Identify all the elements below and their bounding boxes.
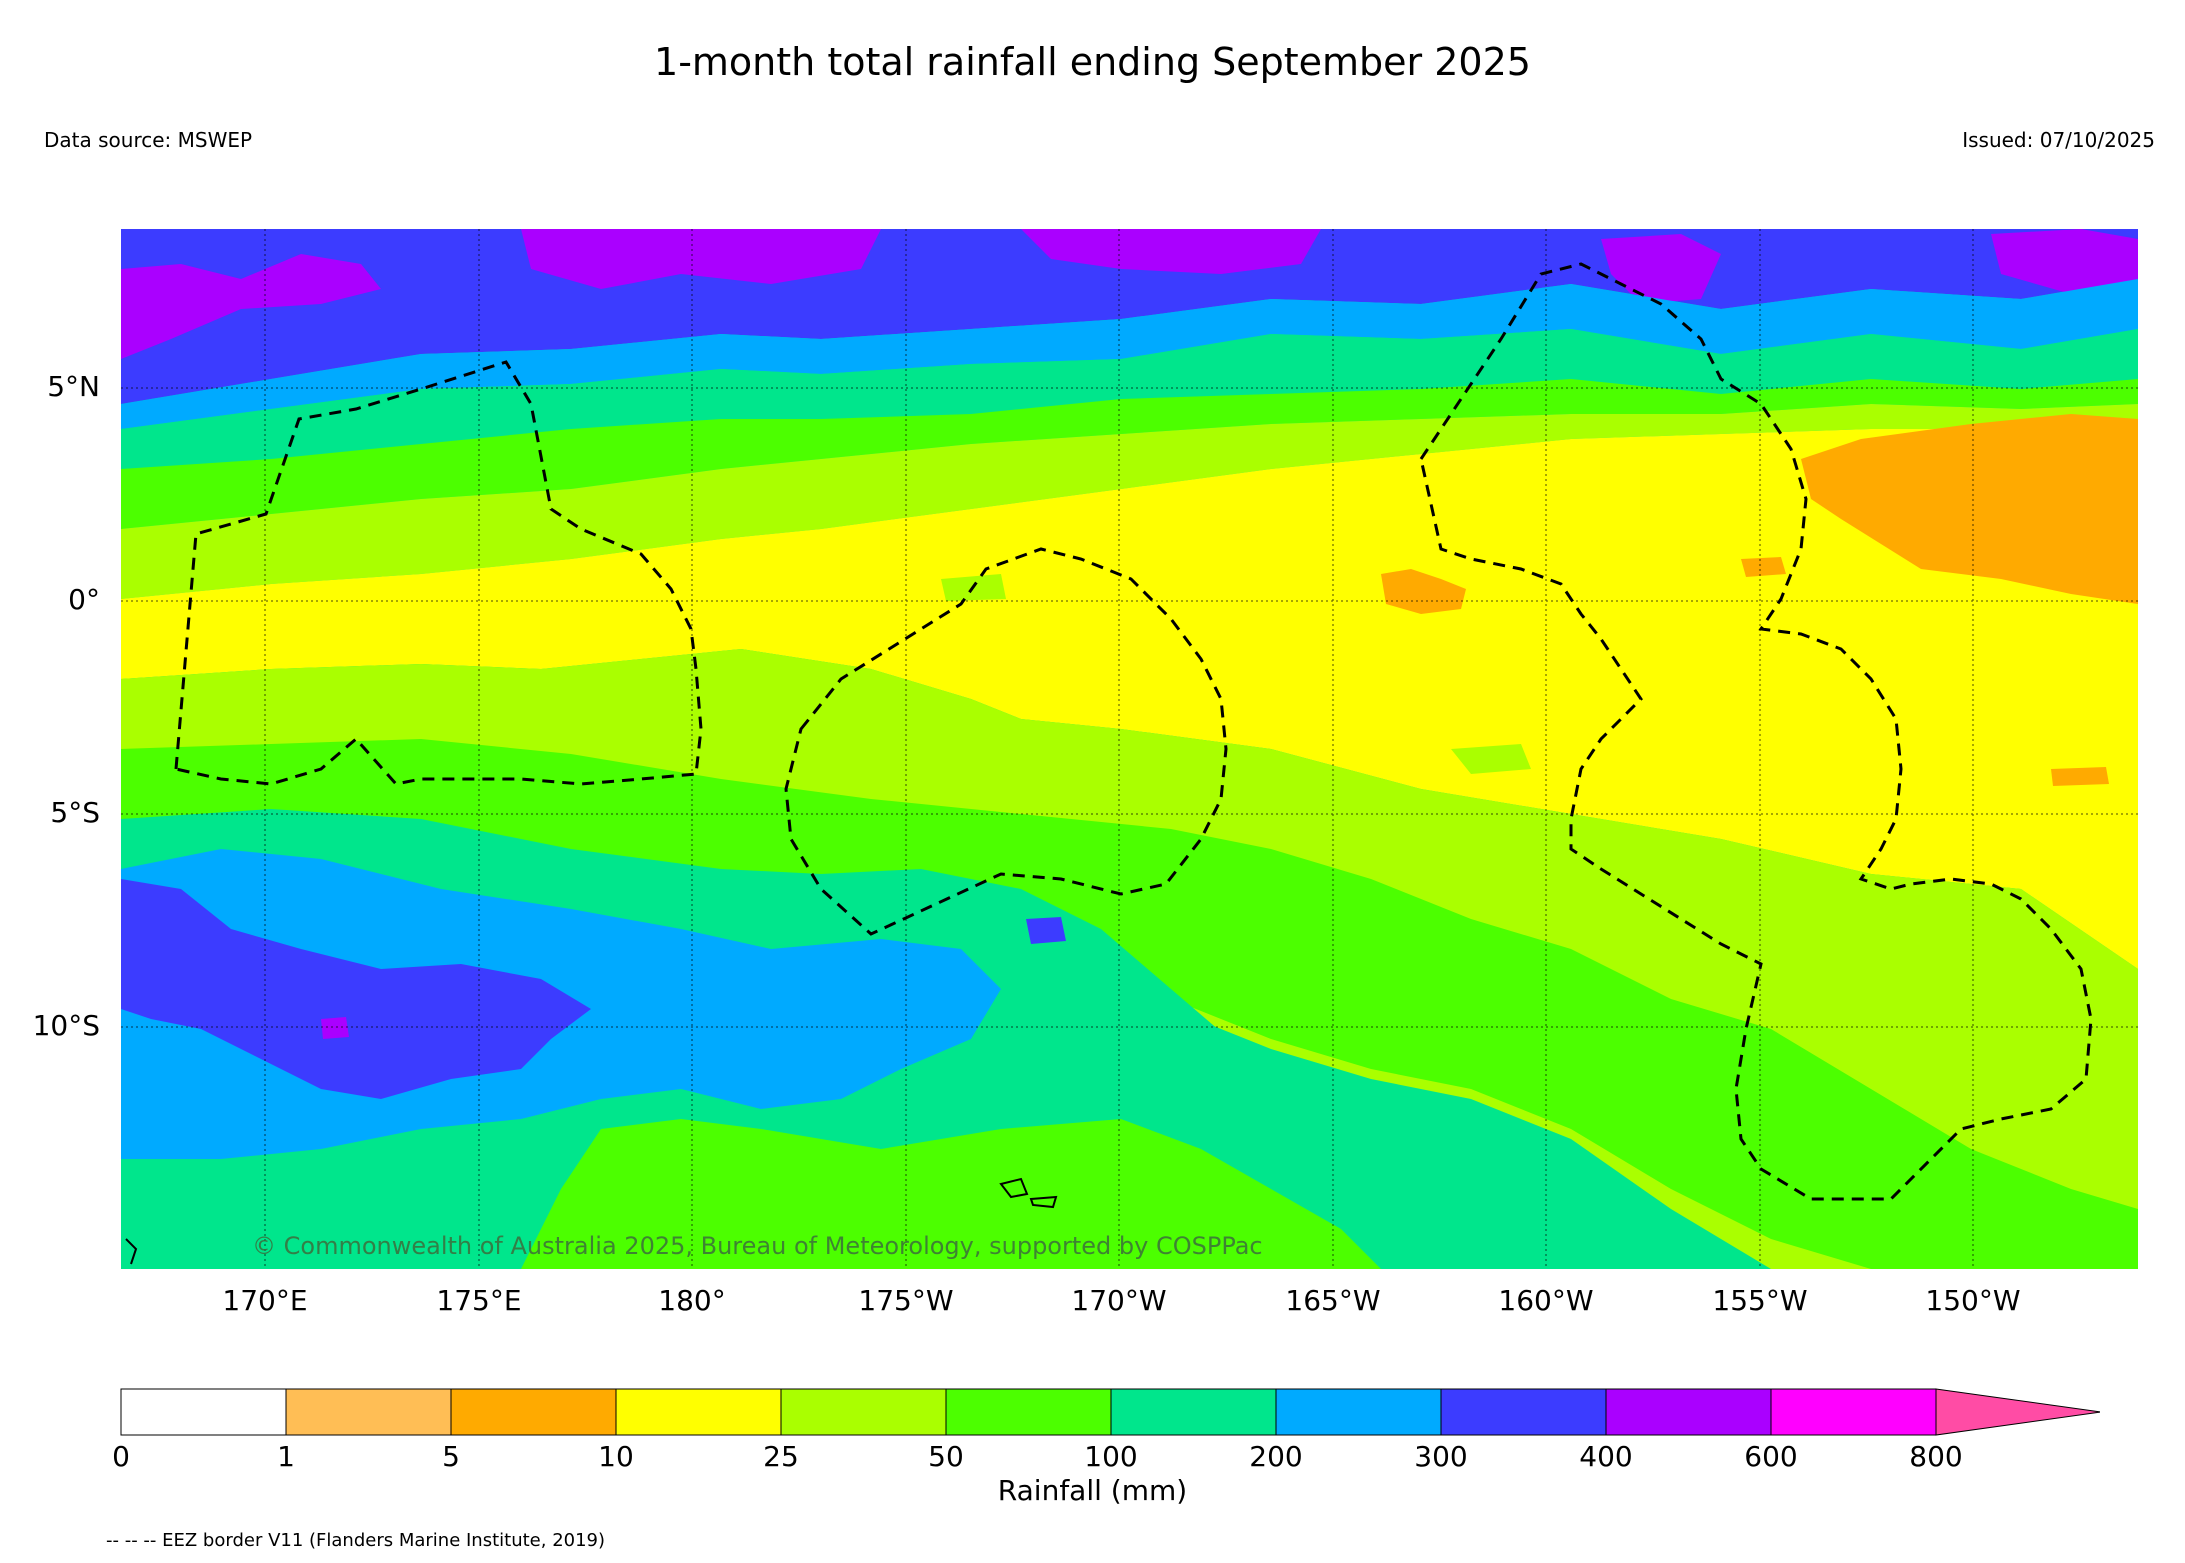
zone-purple-north-4: [1601, 234, 1721, 304]
colorbar-tick-label: 100: [1084, 1440, 1138, 1473]
colorbar-tick-label: 200: [1249, 1440, 1303, 1473]
colorbar-segment: [1275, 1388, 1442, 1436]
zone-yellow-central: [121, 419, 2138, 969]
lon-label-170e: 170°E: [222, 1284, 308, 1317]
lon-label-150w: 150°W: [1925, 1284, 2021, 1317]
gridlines: [121, 229, 2138, 1269]
zone-green-north: [121, 379, 2138, 529]
zone-lime-spot-1: [1451, 744, 1531, 774]
lon-label-165w: 165°W: [1285, 1284, 1381, 1317]
lat-label-10s: 10°S: [32, 1009, 100, 1042]
lon-label-155w: 155°W: [1712, 1284, 1808, 1317]
eez-border-kiribati-east: [1419, 262, 2093, 1201]
colorbar: [120, 1388, 2102, 1442]
colorbar-tick-label: 25: [763, 1440, 799, 1473]
colorbar-segment: [450, 1388, 617, 1436]
colorbar-svg: [120, 1388, 2102, 1436]
lon-label-160w: 160°W: [1498, 1284, 1594, 1317]
zone-orange-spot-2: [1741, 557, 1786, 577]
zone-purple-north: [121, 254, 381, 359]
island-samoa: [999, 1177, 1029, 1199]
eez-border-tokelau: [784, 547, 1228, 936]
eez-borders: [174, 262, 2093, 1201]
colorbar-tick-label: 300: [1414, 1440, 1468, 1473]
lon-label-175e: 175°E: [436, 1284, 522, 1317]
colorbar-tick-label: 5: [442, 1440, 460, 1473]
rainfall-map-svg: [121, 229, 2138, 1269]
colorbar-tick-label: 800: [1909, 1440, 1963, 1473]
island-samoa-2: [1029, 1195, 1058, 1209]
colorbar-segment: [1110, 1388, 1277, 1436]
rainfall-map[interactable]: [121, 229, 2138, 1269]
colorbar-segment: [945, 1388, 1112, 1436]
colorbar-tick-label: 600: [1744, 1440, 1798, 1473]
lat-label-5n: 5°N: [47, 370, 100, 403]
map-title: 1-month total rainfall ending September …: [654, 40, 1531, 84]
colorbar-tick-label: 50: [928, 1440, 964, 1473]
colorbar-tick-label: 0: [112, 1440, 130, 1473]
colorbar-tick-label: 400: [1579, 1440, 1633, 1473]
colorbar-title: Rainfall (mm): [997, 1474, 1188, 1507]
zone-teal-north: [121, 329, 2138, 469]
zone-orange-spot-3: [2051, 767, 2109, 786]
zone-orange-spot-1: [1381, 569, 1466, 614]
zone-orange-east: [1801, 414, 2138, 604]
lon-label-180: 180°: [658, 1284, 726, 1317]
colorbar-segment: [1770, 1388, 1937, 1436]
colorbar-segment: [615, 1388, 782, 1436]
colorbar-tick-label: 10: [598, 1440, 634, 1473]
zone-purple-north-5: [1991, 229, 2138, 294]
zone-indigo-spot: [1026, 917, 1066, 944]
colorbar-tick-label: 1: [277, 1440, 295, 1473]
zone-green-south-central: [521, 1119, 1381, 1269]
lon-label-170w: 170°W: [1071, 1284, 1167, 1317]
lat-label-0: 0°: [68, 583, 100, 616]
islands: [125, 1177, 1058, 1265]
eez-border-kiribati-west: [174, 360, 703, 786]
issued-date-label: Issued: 07/10/2025: [1962, 128, 2155, 152]
colorbar-segment: [1605, 1388, 1772, 1436]
colorbar-segment: [780, 1388, 947, 1436]
colorbar-segment: [120, 1388, 287, 1436]
zone-indigo-south: [121, 879, 591, 1099]
island-sw: [125, 1238, 138, 1265]
zone-purple-north-2: [521, 229, 881, 289]
zone-lime-north: [121, 404, 2138, 599]
lat-label-5s: 5°S: [50, 796, 100, 829]
colorbar-segment: [1440, 1388, 1607, 1436]
zone-purple-spot-south: [321, 1017, 349, 1039]
zone-blue-north: [121, 279, 2138, 429]
colorbar-extend-arrow: [1935, 1388, 2102, 1436]
eez-legend-note: -- -- -- EEZ border V11 (Flanders Marine…: [106, 1530, 606, 1551]
colorbar-segment: [285, 1388, 452, 1436]
lon-label-175w: 175°W: [858, 1284, 954, 1317]
copyright-notice: © Commonwealth of Australia 2025, Bureau…: [252, 1232, 1263, 1260]
data-source-label: Data source: MSWEP: [44, 128, 253, 152]
zone-purple-north-3: [1021, 229, 1321, 274]
